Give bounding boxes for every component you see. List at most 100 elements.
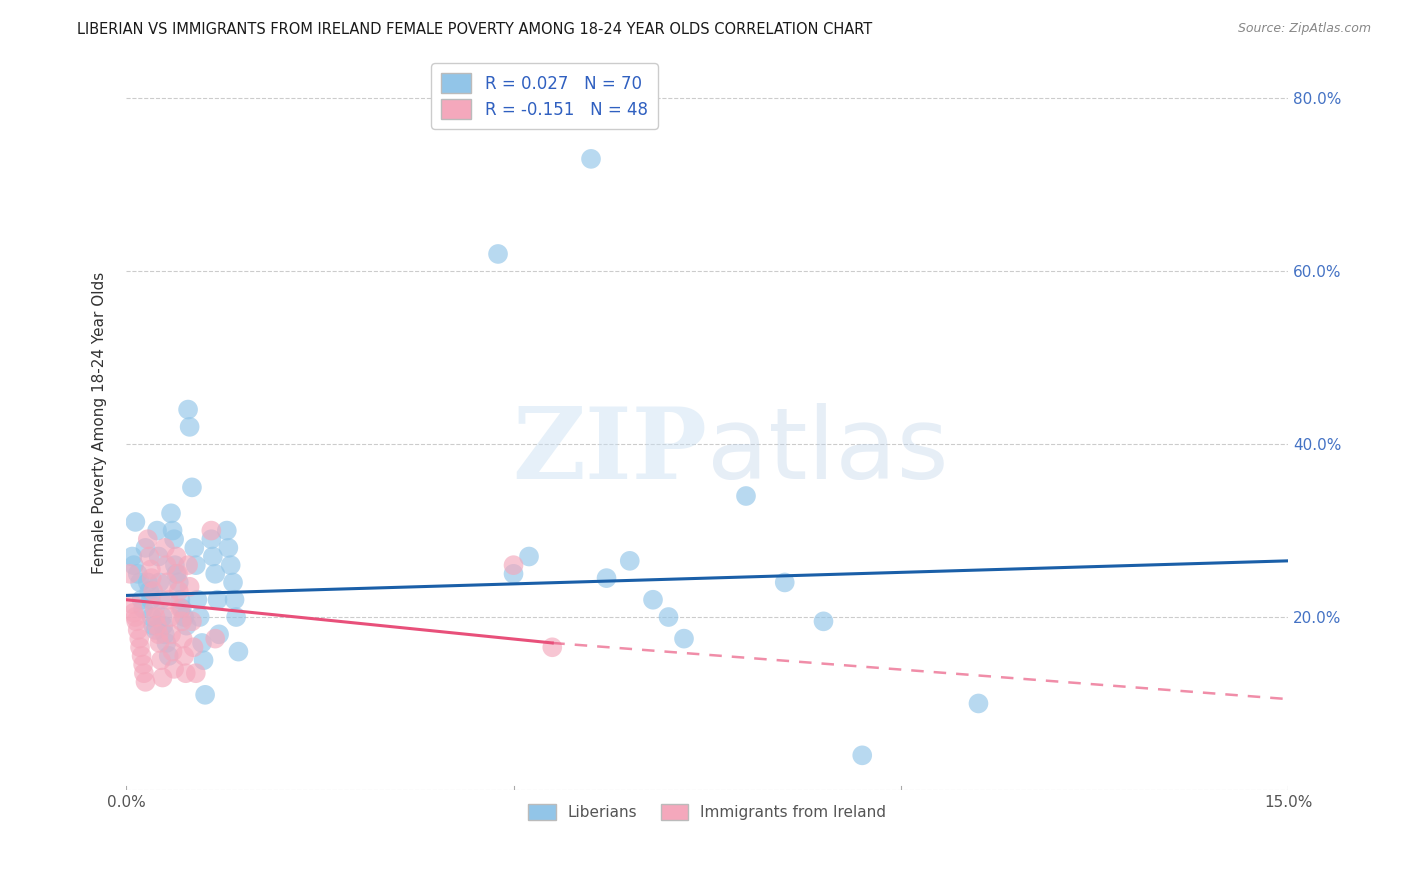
Text: atlas: atlas xyxy=(707,403,949,500)
Point xyxy=(170,601,193,615)
Point xyxy=(173,648,195,663)
Point xyxy=(155,558,177,573)
Point xyxy=(136,533,159,547)
Point xyxy=(124,515,146,529)
Point xyxy=(813,615,835,629)
Point xyxy=(163,533,186,547)
Point xyxy=(217,541,239,555)
Point xyxy=(121,597,143,611)
Point xyxy=(773,575,796,590)
Point xyxy=(149,653,172,667)
Point xyxy=(967,697,990,711)
Point xyxy=(160,627,183,641)
Point xyxy=(152,671,174,685)
Point xyxy=(169,592,191,607)
Point xyxy=(194,688,217,702)
Point xyxy=(517,549,540,564)
Text: Source: ZipAtlas.com: Source: ZipAtlas.com xyxy=(1237,22,1371,36)
Point xyxy=(179,580,201,594)
Point xyxy=(200,524,222,538)
Point xyxy=(619,554,641,568)
Point xyxy=(132,601,155,615)
Point xyxy=(595,571,617,585)
Point xyxy=(735,489,758,503)
Point xyxy=(149,592,172,607)
Point xyxy=(579,152,602,166)
Point xyxy=(502,566,524,581)
Point xyxy=(165,566,187,581)
Point xyxy=(148,549,170,564)
Point xyxy=(153,627,176,641)
Point xyxy=(200,533,222,547)
Point xyxy=(204,566,226,581)
Point xyxy=(162,524,184,538)
Point xyxy=(201,549,224,564)
Point xyxy=(222,575,245,590)
Point xyxy=(128,632,150,646)
Point xyxy=(124,610,146,624)
Point xyxy=(125,615,148,629)
Point xyxy=(183,541,205,555)
Point xyxy=(163,662,186,676)
Point xyxy=(657,610,679,624)
Point xyxy=(174,666,197,681)
Y-axis label: Female Poverty Among 18-24 Year Olds: Female Poverty Among 18-24 Year Olds xyxy=(93,271,107,574)
Point xyxy=(672,632,695,646)
Point xyxy=(184,558,207,573)
Point xyxy=(173,610,195,624)
Point xyxy=(148,575,170,590)
Point xyxy=(186,592,208,607)
Point xyxy=(145,623,167,637)
Point xyxy=(146,618,169,632)
Point xyxy=(167,584,190,599)
Point xyxy=(157,648,180,663)
Point xyxy=(224,592,246,607)
Point xyxy=(219,558,242,573)
Point xyxy=(134,674,156,689)
Point xyxy=(160,506,183,520)
Point xyxy=(177,402,200,417)
Point xyxy=(132,657,155,672)
Point xyxy=(139,592,162,607)
Point xyxy=(181,480,204,494)
Point xyxy=(176,618,198,632)
Point xyxy=(159,610,181,624)
Point xyxy=(181,615,204,629)
Point xyxy=(225,610,247,624)
Point xyxy=(157,592,180,607)
Point xyxy=(121,549,143,564)
Point xyxy=(215,524,238,538)
Point xyxy=(143,601,166,615)
Point xyxy=(188,610,211,624)
Point xyxy=(148,627,170,641)
Point xyxy=(156,575,179,590)
Point xyxy=(131,648,153,663)
Point xyxy=(152,610,174,624)
Point xyxy=(179,420,201,434)
Point xyxy=(191,636,214,650)
Text: LIBERIAN VS IMMIGRANTS FROM IRELAND FEMALE POVERTY AMONG 18-24 YEAR OLDS CORRELA: LIBERIAN VS IMMIGRANTS FROM IRELAND FEMA… xyxy=(77,22,873,37)
Point xyxy=(127,566,149,581)
Point xyxy=(502,558,524,573)
Point xyxy=(177,558,200,573)
Point xyxy=(145,610,167,624)
Point xyxy=(152,618,174,632)
Point xyxy=(208,627,231,641)
Point xyxy=(132,666,155,681)
Point xyxy=(131,592,153,607)
Point xyxy=(155,636,177,650)
Point xyxy=(129,640,152,655)
Point xyxy=(851,748,873,763)
Point xyxy=(541,640,564,655)
Point xyxy=(136,575,159,590)
Point xyxy=(142,618,165,632)
Point xyxy=(141,571,163,585)
Point xyxy=(162,644,184,658)
Point xyxy=(122,558,145,573)
Legend: Liberians, Immigrants from Ireland: Liberians, Immigrants from Ireland xyxy=(522,798,893,826)
Point xyxy=(169,601,191,615)
Point xyxy=(139,562,162,576)
Point xyxy=(148,636,170,650)
Point xyxy=(122,606,145,620)
Point xyxy=(167,566,190,581)
